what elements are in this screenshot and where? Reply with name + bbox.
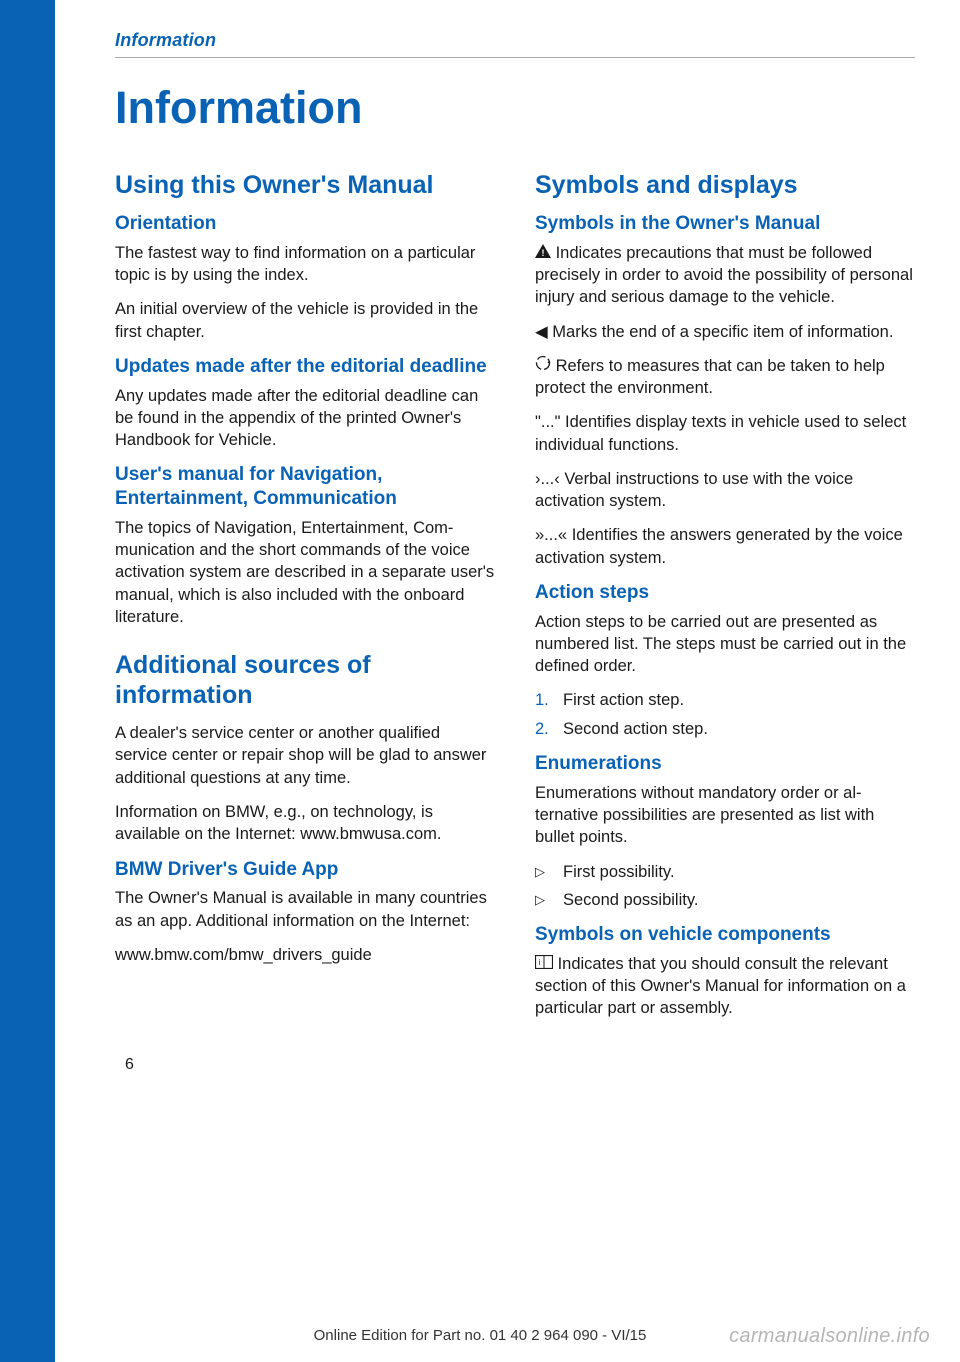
page-title: Information <box>115 82 915 134</box>
page-number: 6 <box>115 1056 915 1074</box>
heading-vehicle-components: Symbols on vehicle components <box>535 923 915 947</box>
symbol-end-text: ◀ Marks the end of a specific item of in… <box>535 321 915 343</box>
enums-p1: Enumerations without mandatory order or … <box>535 782 915 849</box>
vehicle-components-p1: i Indicates that you should consult the … <box>535 953 915 1020</box>
additional-p2: Information on BMW, e.g., on technology,… <box>115 801 495 846</box>
left-column: Using this Owner's Manual Orientation Th… <box>115 164 495 1032</box>
symbol-voice-out-text: »...« Identifies the answers generated b… <box>535 524 915 569</box>
symbol-warning-text: ! Indicates precautions that must be fol… <box>535 242 915 309</box>
enum-item-2: Second possibility. <box>535 889 915 911</box>
heading-symbols-in-manual: Symbols in the Owner's Manual <box>535 212 915 236</box>
heading-symbols-displays: Symbols and displays <box>535 170 915 200</box>
step-number-1: 1. <box>535 689 549 711</box>
manual-icon: i <box>535 953 553 975</box>
action-step-2: 2. Second action step. <box>535 718 915 740</box>
action-steps-p1: Action steps to be carried out are prese… <box>535 611 915 678</box>
symbol-warning-body: Indicates precautions that must be follo… <box>535 244 913 307</box>
page-content: Information Information Using this Owner… <box>55 0 960 1074</box>
step-text-2: Second action step. <box>563 720 708 738</box>
symbol-env-body: Refers to measures that can be taken to … <box>535 357 885 397</box>
heading-nav-manual: User's manual for Navigation, Entertainm… <box>115 463 495 511</box>
svg-text:!: ! <box>542 248 545 258</box>
step-text-1: First action step. <box>563 691 684 709</box>
header-section-label: Information <box>115 30 915 51</box>
symbol-env-text: Refers to measures that can be taken to … <box>535 355 915 400</box>
watermark-text: carmanualsonline.info <box>729 1325 930 1348</box>
symbol-display-text: "..." Identifies display texts in vehicl… <box>535 411 915 456</box>
orientation-p1: The fastest way to find information on a… <box>115 242 495 287</box>
enum-item-1: First possibility. <box>535 861 915 883</box>
action-steps-list: 1. First action step. 2. Second action ste… <box>535 689 915 740</box>
driver-guide-p1: The Owner's Manual is available in many … <box>115 887 495 932</box>
updates-p1: Any updates made after the editorial dea… <box>115 385 495 452</box>
step-number-2: 2. <box>535 718 549 740</box>
two-column-layout: Using this Owner's Manual Orientation Th… <box>115 164 915 1032</box>
vehicle-components-body: Indicates that you should consult the re… <box>535 955 906 1018</box>
warning-icon: ! <box>535 242 551 264</box>
right-column: Symbols and displays Symbols in the Owne… <box>535 164 915 1032</box>
action-step-1: 1. First action step. <box>535 689 915 711</box>
heading-additional-sources: Additional sources of information <box>115 650 495 710</box>
symbol-voice-in-text: ›...‹ Verbal instructions to use with th… <box>535 468 915 513</box>
heading-orientation: Orientation <box>115 212 495 236</box>
heading-enumerations: Enumerations <box>535 752 915 776</box>
enum-list: First possibility. Second possibility. <box>535 861 915 912</box>
recycle-icon <box>535 355 551 377</box>
heading-updates: Updates made after the editorial deadlin… <box>115 355 495 379</box>
orientation-p2: An initial overview of the vehicle is pr… <box>115 298 495 343</box>
nav-p1: The topics of Navigation, Entertainment,… <box>115 517 495 628</box>
heading-action-steps: Action steps <box>535 581 915 605</box>
left-accent-bar <box>0 0 55 1362</box>
svg-text:i: i <box>539 958 541 967</box>
heading-driver-guide: BMW Driver's Guide App <box>115 858 495 882</box>
driver-guide-p2: www.bmw.com/bmw_drivers_guide <box>115 944 495 966</box>
additional-p1: A dealer's service center or another qua… <box>115 722 495 789</box>
header-rule <box>115 57 915 58</box>
heading-using-manual: Using this Owner's Manual <box>115 170 495 200</box>
